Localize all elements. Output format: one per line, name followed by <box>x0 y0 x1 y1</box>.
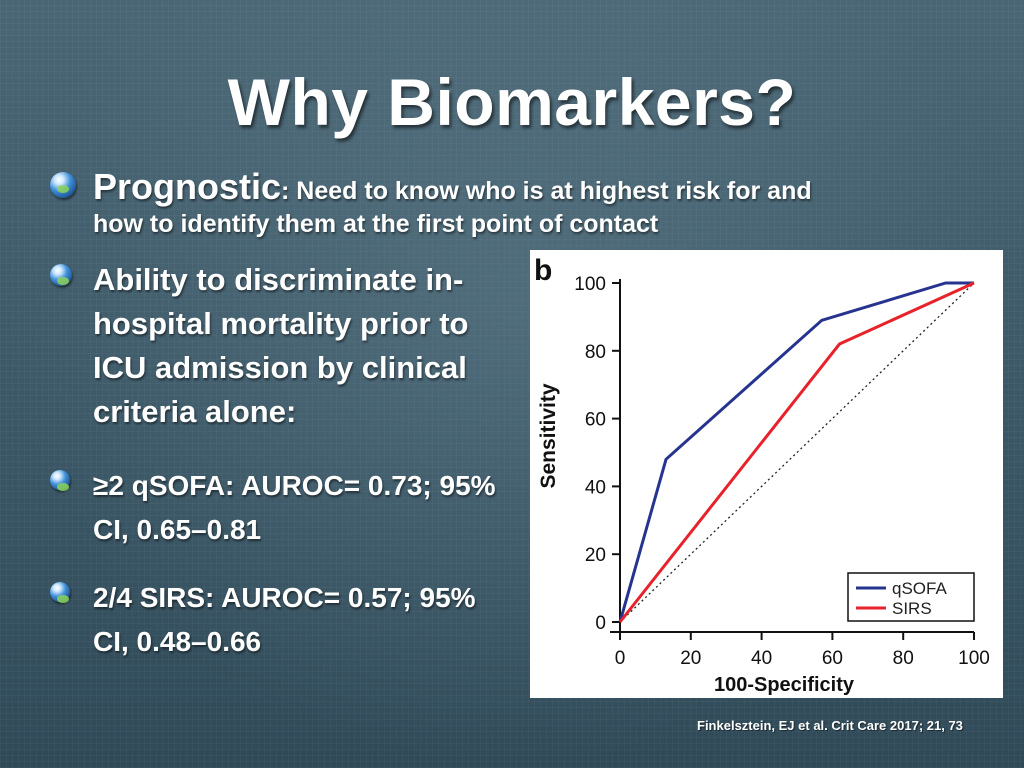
x-tick-label: 100 <box>958 648 990 669</box>
x-tick-label: 60 <box>822 648 843 669</box>
series-line-qsofa <box>618 281 974 623</box>
bullet-sirs-line: 2/4 SIRS: AUROC= 0.57; 95% <box>93 582 476 613</box>
x-tick-label: 80 <box>893 648 914 669</box>
bullet-discrimination-line: ICU admission by clinical <box>93 350 467 385</box>
legend-label: SIRS <box>892 599 932 618</box>
panel-label: b <box>534 254 552 287</box>
y-tick-label: 20 <box>585 545 606 566</box>
x-tick-label: 0 <box>615 648 626 669</box>
bullet-qsofa-line: CI, 0.65–0.81 <box>93 514 262 545</box>
bullet-icon <box>50 264 72 286</box>
bullet-discrimination: Ability to discriminate in- hospital mor… <box>93 258 513 434</box>
y-tick-label: 80 <box>585 342 606 363</box>
slide-title: Why Biomarkers? <box>227 65 797 139</box>
bullet-icon <box>50 582 70 603</box>
bullet-icon <box>50 470 70 491</box>
series-line-sirs <box>618 281 975 623</box>
x-tick-label: 40 <box>751 648 772 669</box>
bullet-discrimination-line: hospital mortality prior to <box>93 306 469 341</box>
bullet-prognostic: Prognostic: Need to know who is at highe… <box>93 166 812 208</box>
roc-chart-svg: b Sensitivity 100-Specificity 0 20 40 60 80 1… <box>534 254 990 696</box>
bullet-sirs-line: CI, 0.48–0.66 <box>93 626 262 657</box>
bullet-sirs: 2/4 SIRS: AUROC= 0.57; 95% CI, 0.48–0.66 <box>93 576 513 664</box>
y-axis-label: Sensitivity <box>537 383 560 488</box>
x-tick-label: 20 <box>680 648 701 669</box>
bullet-qsofa: ≥2 qSOFA: AUROC= 0.73; 95% CI, 0.65–0.81 <box>93 464 513 552</box>
bullet-discrimination-line: criteria alone: <box>93 394 297 429</box>
legend-box <box>847 572 975 622</box>
y-tick-label: 0 <box>595 613 606 634</box>
y-tick-label: 100 <box>574 274 606 295</box>
roc-chart: b Sensitivity 100-Specificity 0 20 40 60 80 1… <box>530 250 1003 698</box>
legend-label: qSOFA <box>892 579 947 598</box>
bullet-prognostic-line2: how to identify them at the first point … <box>93 210 659 238</box>
bullet-icon <box>50 172 76 198</box>
bullet-qsofa-line: ≥2 qSOFA: AUROC= 0.73; 95% <box>93 470 496 501</box>
bullet-discrimination-line: Ability to discriminate in- <box>93 262 464 297</box>
y-tick-label: 40 <box>585 477 606 498</box>
reference-line <box>619 282 975 623</box>
bullet-prognostic-text: : Need to know who is at highest risk fo… <box>281 177 812 205</box>
x-axis-label: 100-Specificity <box>714 674 855 696</box>
bullet-prognostic-heading: Prognostic <box>93 166 282 207</box>
plot-area: 0 20 40 60 80 100 0 20 40 60 80 100 <box>574 274 990 669</box>
y-tick-label: 60 <box>585 410 606 431</box>
citation: Finkelsztein, EJ et al. Crit Care 2017; … <box>697 718 963 733</box>
